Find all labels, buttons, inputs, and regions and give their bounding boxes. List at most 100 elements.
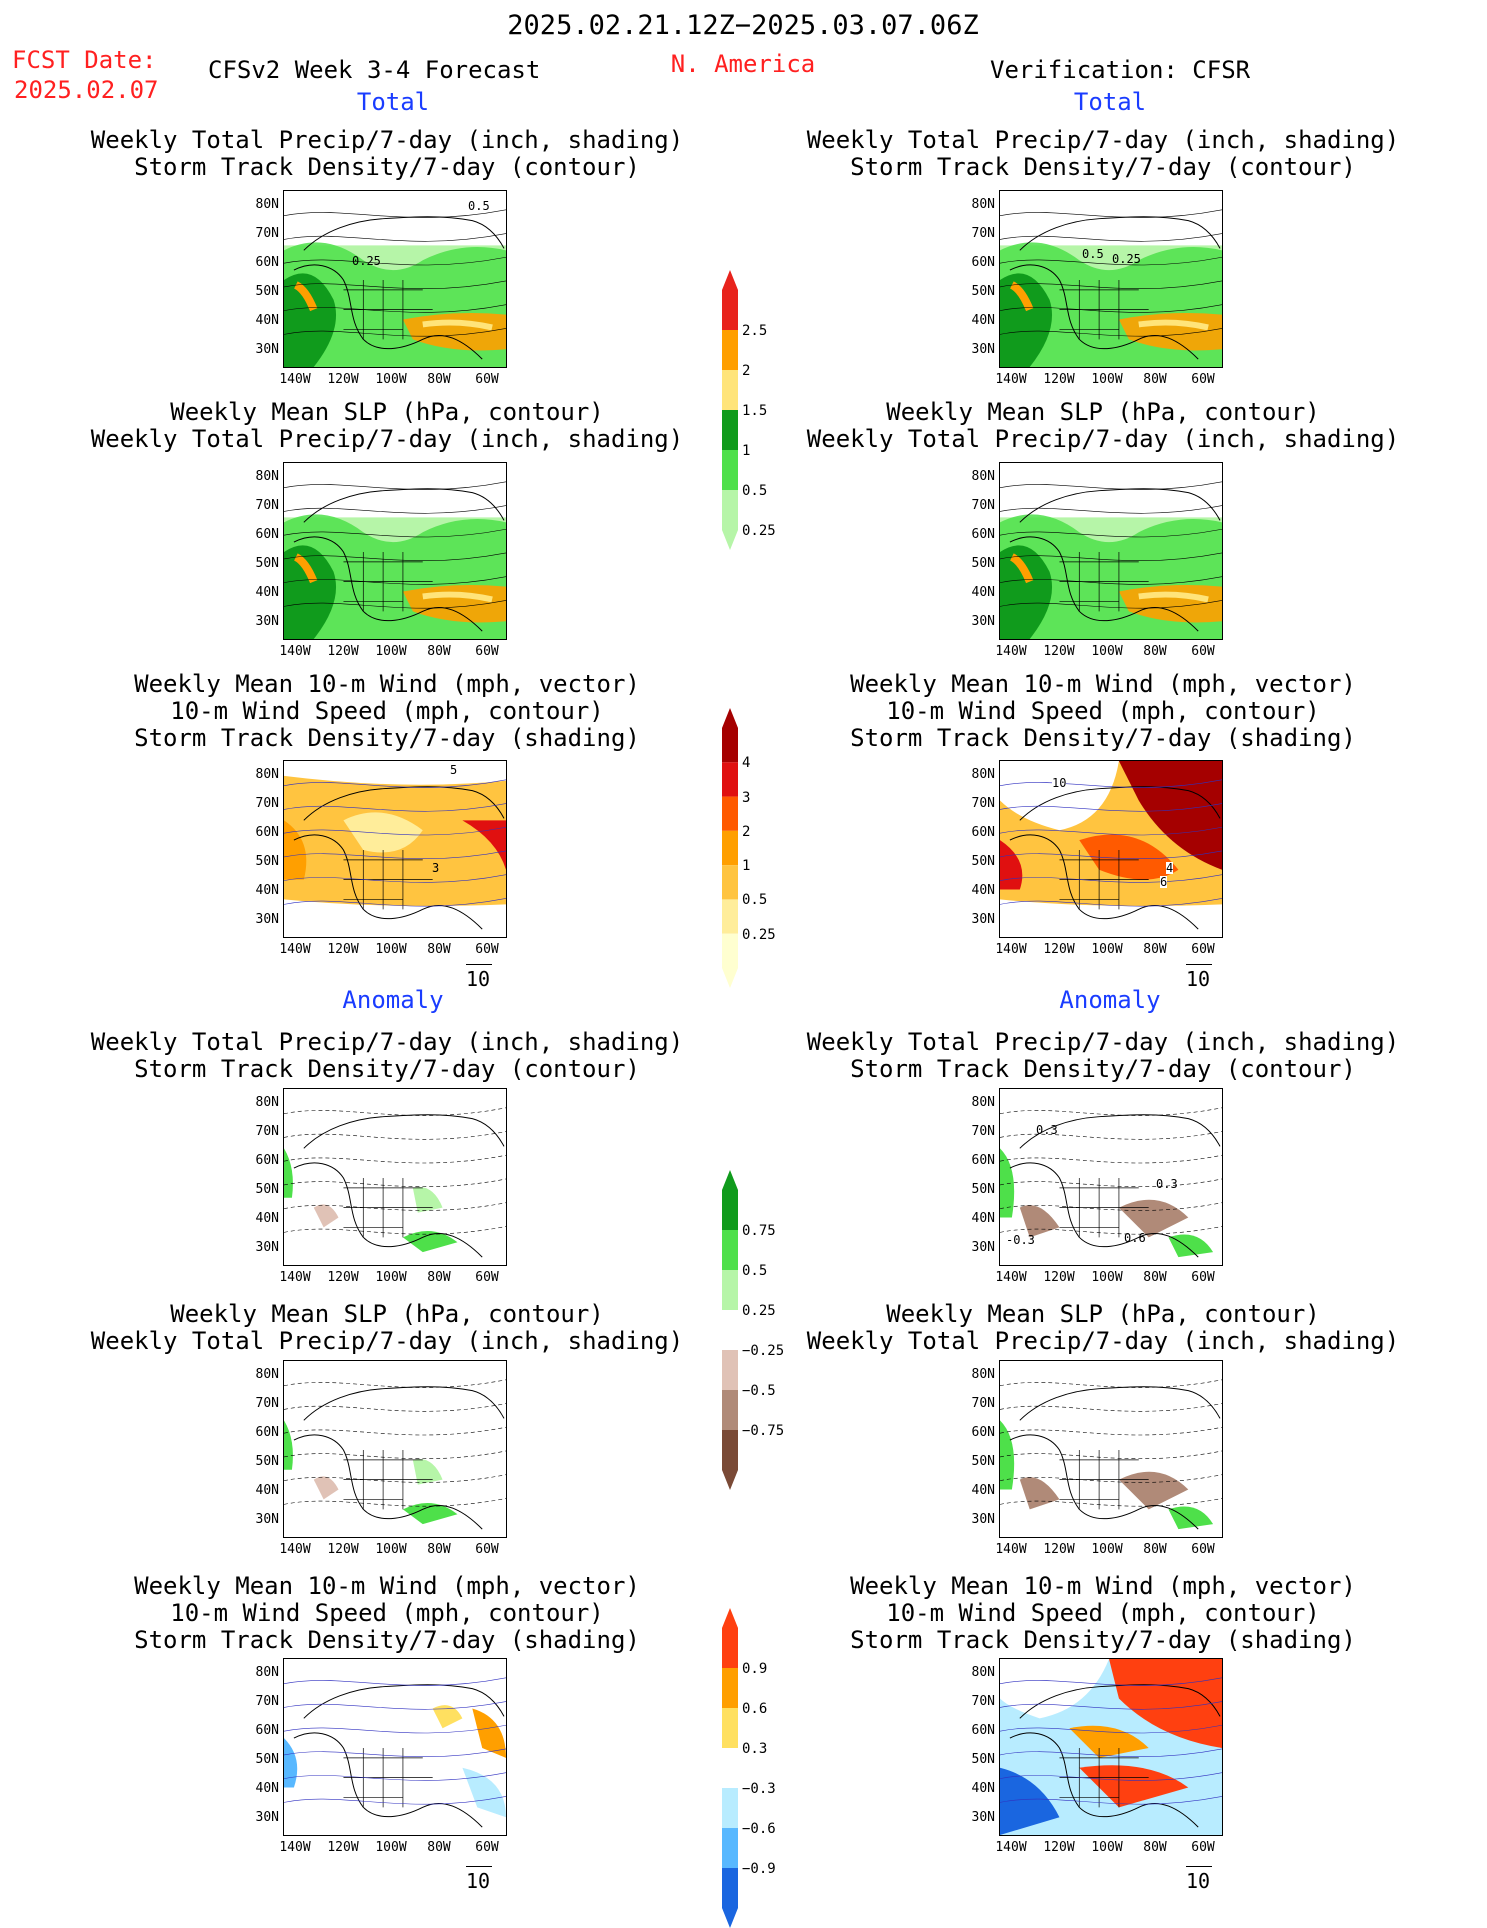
lat-tick-label: 70N	[971, 226, 995, 241]
lat-tick-label: 40N	[255, 1781, 279, 1796]
map-panel	[999, 190, 1223, 368]
lat-tick-label: 30N	[255, 1240, 279, 1255]
lat-tick-label: 70N	[255, 498, 279, 513]
lat-tick-label: 60N	[971, 527, 995, 542]
lat-tick-label: 30N	[971, 342, 995, 357]
colorbar-label: 0.5	[742, 1263, 768, 1279]
contour-label: 0.6	[1124, 1231, 1146, 1245]
lon-tick-label: 120W	[1043, 372, 1075, 387]
lat-tick-label: 50N	[971, 1454, 995, 1469]
lon-tick-label: 140W	[995, 372, 1027, 387]
lat-tick-label: 30N	[971, 614, 995, 629]
title-precip: Weekly Total Precip/7-day (inch, shading…	[90, 126, 684, 154]
title-storm: Storm Track Density/7-day (shading)	[134, 1626, 640, 1654]
lon-tick-label: 60W	[1191, 372, 1215, 387]
lat-tick-label: 50N	[971, 854, 995, 869]
colorbar-label: 0.5	[742, 892, 768, 909]
lat-tick-label: 40N	[255, 883, 279, 898]
colorbar-label: −0.3	[742, 1781, 776, 1797]
map-panel	[999, 760, 1223, 938]
lon-tick-label: 60W	[475, 1270, 499, 1285]
title-storm: Storm Track Density/7-day (contour)	[850, 1055, 1356, 1083]
colorbar-label: 0.25	[742, 926, 776, 943]
lat-tick-label: 60N	[971, 1153, 995, 1168]
lat-tick-label: 70N	[971, 1694, 995, 1709]
vector-reference: 10	[1186, 1866, 1212, 1893]
lat-tick-label: 80N	[255, 1095, 279, 1110]
contour-label: 0.5	[468, 199, 490, 213]
lat-tick-label: 30N	[971, 1512, 995, 1527]
lon-tick-label: 60W	[475, 372, 499, 387]
contour-label: 6	[1160, 875, 1168, 889]
lat-tick-label: 30N	[971, 1240, 995, 1255]
lon-tick-label: 80W	[1143, 644, 1167, 659]
lat-tick-label: 80N	[971, 1665, 995, 1680]
title-wind-vector: Weekly Mean 10-m Wind (mph, vector)	[850, 1572, 1356, 1600]
lon-tick-label: 60W	[1191, 1270, 1215, 1285]
lat-tick-label: 30N	[255, 912, 279, 927]
lon-tick-label: 100W	[1091, 1840, 1123, 1855]
lat-tick-label: 80N	[255, 469, 279, 484]
map-panel	[999, 462, 1223, 640]
title-storm: Storm Track Density/7-day (contour)	[134, 1055, 640, 1083]
lat-tick-label: 50N	[971, 1182, 995, 1197]
lon-tick-label: 80W	[1143, 1840, 1167, 1855]
lon-tick-label: 100W	[1091, 1270, 1123, 1285]
lat-tick-label: 60N	[255, 527, 279, 542]
map-panel	[283, 190, 507, 368]
contour-label: 0.25	[352, 254, 381, 268]
title-storm: Storm Track Density/7-day (contour)	[134, 153, 640, 181]
lat-tick-label: 70N	[971, 1396, 995, 1411]
lon-tick-label: 60W	[1191, 1542, 1215, 1557]
lon-tick-label: 60W	[475, 1840, 499, 1855]
title-slp: Weekly Mean SLP (hPa, contour)	[170, 398, 604, 426]
lat-tick-label: 50N	[971, 284, 995, 299]
contour-label: 0.3	[1036, 1123, 1058, 1137]
vector-reference: 10	[466, 964, 492, 991]
lon-tick-label: 120W	[327, 372, 359, 387]
colorbar-label: −0.9	[742, 1861, 776, 1877]
lat-tick-label: 70N	[255, 1396, 279, 1411]
colorbar-label: 1	[742, 443, 751, 459]
lon-tick-label: 80W	[427, 1542, 451, 1557]
lat-tick-label: 70N	[255, 226, 279, 241]
lat-tick-label: 70N	[255, 796, 279, 811]
lat-tick-label: 80N	[255, 1367, 279, 1382]
lat-tick-label: 70N	[971, 1124, 995, 1139]
colorbar-label: 4	[742, 755, 751, 772]
lat-tick-label: 40N	[255, 313, 279, 328]
map-panel	[283, 1360, 507, 1538]
colorbar-label: −0.5	[742, 1383, 776, 1399]
lat-tick-label: 40N	[255, 1211, 279, 1226]
fcst-date-label: FCST Date:	[12, 46, 157, 74]
map-panel	[283, 1088, 507, 1266]
lat-tick-label: 50N	[255, 1182, 279, 1197]
lon-tick-label: 120W	[1043, 1270, 1075, 1285]
lon-tick-label: 120W	[327, 1840, 359, 1855]
lat-tick-label: 40N	[971, 1781, 995, 1796]
map-panel	[283, 760, 507, 938]
verification-label: Verification: CFSR	[990, 56, 1251, 84]
title-precip: Weekly Total Precip/7-day (inch, shading…	[806, 1028, 1400, 1056]
lon-tick-label: 60W	[475, 644, 499, 659]
lon-tick-label: 120W	[327, 1270, 359, 1285]
lat-tick-label: 40N	[971, 313, 995, 328]
lon-tick-label: 60W	[1191, 644, 1215, 659]
lon-tick-label: 100W	[375, 1270, 407, 1285]
arrow-icon	[1186, 964, 1212, 965]
lon-tick-label: 80W	[427, 372, 451, 387]
lon-tick-label: 140W	[279, 644, 311, 659]
vector-reference: 10	[1186, 964, 1212, 991]
colorbar-label: −0.25	[742, 1343, 785, 1359]
lat-tick-label: 30N	[255, 614, 279, 629]
title-wind-speed: 10-m Wind Speed (mph, contour)	[170, 1599, 604, 1627]
colorbar-label: 0.9	[742, 1661, 768, 1677]
colorbar-label: 0.3	[742, 1741, 768, 1757]
colorbar-label: 0.6	[742, 1701, 768, 1717]
vector-reference: 10	[466, 1866, 492, 1893]
colorbar-label: 3	[742, 789, 751, 806]
colorbar-label: 0.75	[742, 1223, 776, 1239]
lon-tick-label: 140W	[279, 372, 311, 387]
lat-tick-label: 50N	[255, 854, 279, 869]
lon-tick-label: 100W	[1091, 372, 1123, 387]
